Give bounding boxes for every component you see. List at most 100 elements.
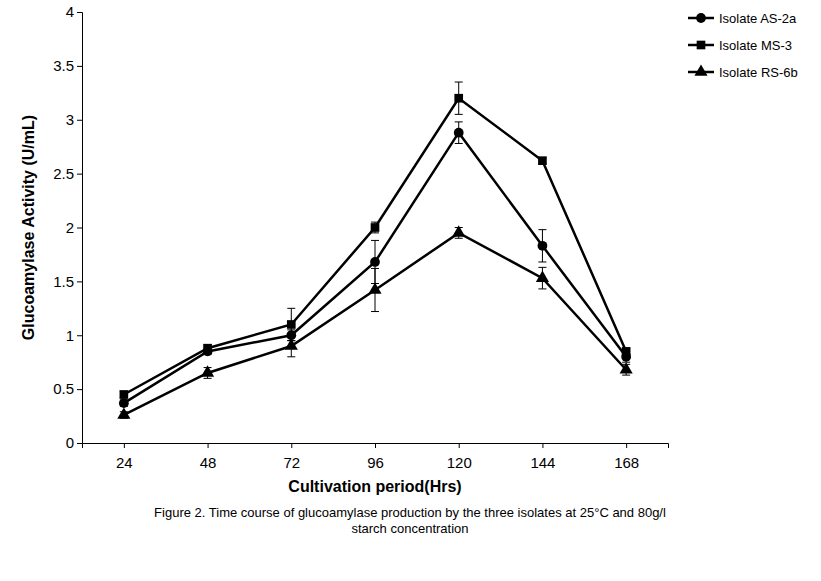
marker <box>538 156 547 165</box>
marker <box>368 282 381 293</box>
x-tick: 24 <box>116 443 133 471</box>
x-tick-label: 96 <box>367 454 384 471</box>
x-tick-mark <box>459 443 460 448</box>
error-bar-cap <box>622 375 630 376</box>
x-tick-mark <box>208 443 209 448</box>
x-axis: 24 48 72 96 120 144 168 <box>83 443 669 471</box>
caption: Figure 2. Time course of glucoamylase pr… <box>150 505 670 537</box>
error-bar-cap <box>455 121 463 122</box>
y-tick-mark <box>77 174 82 175</box>
legend: Isolate AS-2a Isolate MS-3 Isolate RS-6b <box>688 11 798 80</box>
error-bar <box>538 230 546 262</box>
legend-marker <box>694 64 707 75</box>
x-tick: 72 <box>283 443 300 471</box>
x-tick-label: 120 <box>447 454 472 471</box>
y-axis: 0 0.5 1 1.5 2 2.5 3 3.5 4 <box>53 3 82 451</box>
y-tick-label: 0 <box>66 434 74 451</box>
error-bar-cap <box>204 378 212 379</box>
legend-entry: Isolate RS-6b <box>688 64 798 79</box>
y-tick-label: 3 <box>66 111 74 128</box>
marker <box>120 390 129 399</box>
error-bar-cap <box>287 308 295 309</box>
error-bar-cap <box>455 143 463 144</box>
y-tick-mark <box>77 12 82 13</box>
marker <box>201 365 214 376</box>
legend-marker <box>696 13 706 23</box>
y-tick-mark <box>77 443 82 444</box>
error-bar-cap <box>371 222 379 223</box>
series <box>120 82 631 399</box>
legend-label: Isolate RS-6b <box>719 65 798 80</box>
marker <box>117 407 130 418</box>
x-tick-mark <box>626 443 627 448</box>
y-tick: 3 <box>66 111 82 128</box>
marker <box>454 128 464 138</box>
legend-label: Isolate MS-3 <box>719 38 792 53</box>
series-line <box>124 233 626 415</box>
error-bar-cap <box>538 288 546 289</box>
x-tick-mark <box>375 443 376 448</box>
marker <box>287 320 296 329</box>
marker <box>620 362 633 373</box>
y-tick-label: 1 <box>66 327 74 344</box>
y-tick: 2 <box>66 219 82 236</box>
legend-entry: Isolate MS-3 <box>688 38 792 53</box>
legend-entry: Isolate AS-2a <box>688 11 797 26</box>
x-axis-title: Cultivation period(Hrs) <box>288 478 461 495</box>
marker <box>370 257 380 267</box>
y-tick-label: 1.5 <box>53 273 74 290</box>
y-tick-mark <box>77 66 82 67</box>
y-tick: 4 <box>66 3 82 20</box>
error-bar-cap <box>287 356 295 357</box>
error-bar-cap <box>538 229 546 230</box>
y-tick: 1 <box>66 327 82 344</box>
y-tick-label: 2 <box>66 219 74 236</box>
legend-label: Isolate AS-2a <box>719 11 797 26</box>
y-tick-mark <box>77 281 82 282</box>
y-tick-label: 2.5 <box>53 165 74 182</box>
x-tick-label: 168 <box>614 454 639 471</box>
marker <box>371 223 380 232</box>
error-bar-cap <box>287 335 295 336</box>
series-line <box>124 133 626 403</box>
y-tick: 2.5 <box>53 165 82 182</box>
x-tick-label: 72 <box>283 454 300 471</box>
y-tick-mark <box>77 120 82 121</box>
error-bar-cap <box>371 240 379 241</box>
y-tick: 3.5 <box>53 57 82 74</box>
series <box>117 225 632 418</box>
error-bar <box>455 82 463 114</box>
error-bar-cap <box>371 232 379 233</box>
plot-area <box>117 82 632 419</box>
marker <box>538 241 548 251</box>
error-bar-cap <box>371 311 379 312</box>
x-tick-label: 144 <box>530 454 555 471</box>
y-tick-mark <box>77 335 82 336</box>
error-bar-cap <box>455 82 463 83</box>
x-axis-line <box>83 444 669 449</box>
series-line <box>124 98 626 394</box>
x-tick-label: 24 <box>116 454 133 471</box>
marker <box>454 94 463 103</box>
marker <box>452 225 465 236</box>
legend-marker <box>697 41 706 50</box>
x-tick: 120 <box>447 443 472 471</box>
chart: 0 0.5 1 1.5 2 2.5 3 3.5 4 24 48 72 96 120 144 168 Cultiv… <box>0 0 821 581</box>
x-tick-mark <box>542 443 543 448</box>
marker <box>119 398 129 408</box>
x-tick-mark <box>291 443 292 448</box>
error-bar <box>371 222 379 233</box>
x-tick-label: 48 <box>200 454 217 471</box>
error-bar-cap <box>371 268 379 269</box>
series <box>119 122 631 408</box>
error-bar-cap <box>455 238 463 239</box>
x-tick: 96 <box>367 443 384 471</box>
y-tick: 0 <box>66 434 82 451</box>
x-tick: 168 <box>614 443 639 471</box>
y-tick-label: 0.5 <box>53 380 74 397</box>
y-axis-title: Glucoamylase Activity (U/mL) <box>20 115 37 340</box>
x-tick: 48 <box>200 443 217 471</box>
x-tick-mark <box>124 443 125 448</box>
marker <box>536 271 549 282</box>
marker <box>203 344 212 353</box>
